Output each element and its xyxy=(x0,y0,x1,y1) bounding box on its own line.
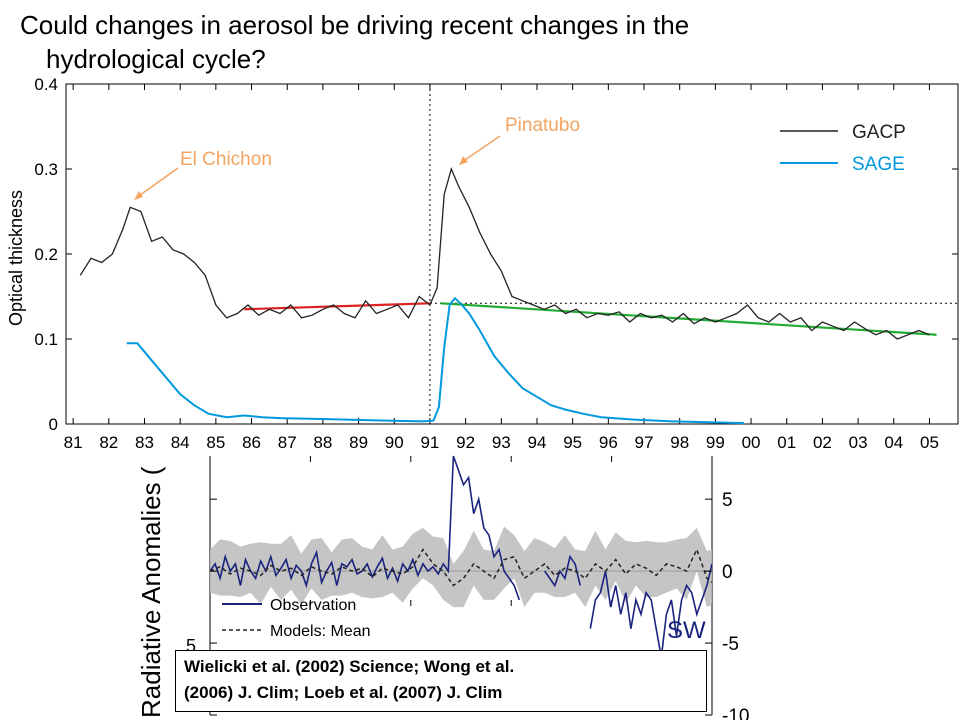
x-tick-label: 97 xyxy=(635,433,654,452)
y-tick-label: 0.2 xyxy=(34,245,58,264)
y-tick-label: 5 xyxy=(722,490,733,511)
series-sage xyxy=(126,296,744,425)
x-tick-label: 95 xyxy=(563,433,582,452)
slide-title-line1: Could changes in aerosol be driving rece… xyxy=(20,10,690,40)
y-axis-label: Optical thickness xyxy=(6,190,26,326)
annotation-arrow-el-chichon xyxy=(135,167,179,199)
legend-bottom: Observation Models: Mean xyxy=(222,597,371,640)
model-spread-band xyxy=(210,526,712,608)
y-tick-label: 0.3 xyxy=(34,160,58,179)
x-tick-label: 03 xyxy=(849,433,868,452)
y-tick-label: 0.1 xyxy=(34,330,58,349)
corner-label-sw: SW xyxy=(667,617,706,644)
left-tick-label-partial: 5 xyxy=(186,636,196,656)
arrowhead-pinatubo xyxy=(459,156,468,165)
x-tick-label: 98 xyxy=(670,433,689,452)
x-tick-label: 86 xyxy=(242,433,261,452)
series-models-mean xyxy=(209,547,713,587)
legend-label-models-mean: Models: Mean xyxy=(270,623,371,640)
citation-box: Wielicki et al. (2002) Science; Wong et … xyxy=(175,650,707,712)
x-tick-label: 88 xyxy=(313,433,332,452)
citation-line2: (2006) J. Clim; Loeb et al. (2007) J. Cl… xyxy=(184,683,503,702)
legend-label-sage: SAGE xyxy=(852,154,905,175)
annotation-arrow-pinatubo xyxy=(461,135,501,163)
x-tick-label: 01 xyxy=(777,433,796,452)
annotation-pinatubo: Pinatubo xyxy=(505,115,580,136)
x-tick-label: 05 xyxy=(920,433,939,452)
x-tick-label: 96 xyxy=(599,433,618,452)
citation-line1: Wielicki et al. (2002) Science; Wong et … xyxy=(184,657,515,676)
x-tick-label: 94 xyxy=(528,433,547,452)
annotations: El Chichon Pinatubo xyxy=(134,115,580,200)
x-tick-label: 83 xyxy=(135,433,154,452)
legend: GACP SAGE xyxy=(780,122,906,175)
x-tick-label: 85 xyxy=(206,433,225,452)
optical-thickness-chart: 81 82 83 84 85 86 87 88 89 90 91 92 93 94 95 96 97 98 99 00… xyxy=(6,75,959,452)
trend-line-0 xyxy=(244,302,430,311)
legend-label-gacp: GACP xyxy=(852,122,906,143)
y-tick-label: -5 xyxy=(722,634,739,655)
x-tick-label: 04 xyxy=(884,433,903,452)
radiative-anomalies-label: Radiative Anomalies ( xyxy=(136,466,166,718)
radiative-anomalies-chart: Radiative Anomalies ( Radiative Anomalie… xyxy=(136,455,749,720)
x-tick-label: 84 xyxy=(171,433,190,452)
series-gacp xyxy=(79,167,930,340)
x-tick-label: 02 xyxy=(813,433,832,452)
series-observation xyxy=(209,455,713,658)
annotation-el-chichon: El Chichon xyxy=(180,149,272,170)
y-tick-label: -10 xyxy=(722,706,749,720)
x-tick-label: 81 xyxy=(64,433,83,452)
x-tick-label: 82 xyxy=(99,433,118,452)
x-tick-label: 91 xyxy=(420,433,439,452)
x-tick-label: 99 xyxy=(706,433,725,452)
y-tick-label: 0 xyxy=(722,562,733,583)
arrowhead-el-chichon xyxy=(134,191,143,200)
y-tick-label: 0 xyxy=(49,415,58,434)
slide-title-line2: hydrological cycle? xyxy=(46,44,266,74)
x-tick-label: 93 xyxy=(492,433,511,452)
x-tick-label: 92 xyxy=(456,433,475,452)
slide-title: Could changes in aerosol be driving rece… xyxy=(20,8,920,76)
y-tick-label: 0.4 xyxy=(34,75,58,94)
x-tick-label: 89 xyxy=(349,433,368,452)
x-tick-label: 90 xyxy=(385,433,404,452)
legend-label-observation: Observation xyxy=(270,597,356,614)
x-tick-label: 87 xyxy=(278,433,297,452)
x-tick-label: 00 xyxy=(742,433,761,452)
